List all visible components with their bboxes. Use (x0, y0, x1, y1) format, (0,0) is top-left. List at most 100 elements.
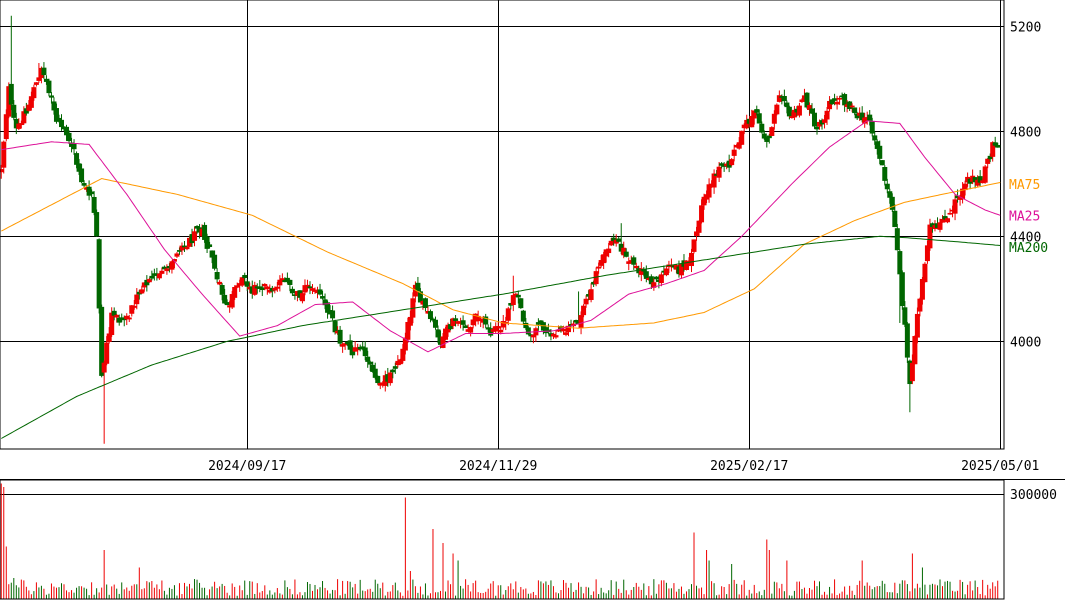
candle-body (299, 293, 305, 302)
candle-body (741, 124, 747, 129)
candle-body (352, 347, 358, 352)
candle-body (500, 321, 506, 328)
candle-body (834, 101, 840, 105)
candle-body (611, 237, 617, 242)
candle-body (71, 143, 77, 150)
candle-body (139, 289, 145, 294)
candle-body (929, 223, 935, 227)
candle-body (279, 278, 285, 282)
candle-body (987, 155, 993, 160)
candle-body (882, 167, 888, 181)
candle-body (269, 287, 275, 292)
candle-body (64, 126, 70, 136)
candle-body (450, 318, 456, 327)
candle-body (455, 321, 461, 324)
candle-body (651, 282, 657, 288)
candle-body (621, 247, 627, 256)
candle-body (237, 283, 243, 286)
candle-body (119, 317, 125, 321)
candle-body (864, 117, 870, 119)
candle-body (892, 210, 898, 228)
candle-body (292, 294, 298, 296)
candle-body (862, 117, 868, 124)
candle-body (302, 285, 308, 293)
candle-body (689, 252, 695, 267)
candle-body (69, 142, 75, 147)
candle-body (515, 294, 521, 298)
candle-body (583, 298, 589, 305)
candle-body (320, 296, 326, 299)
candle-body (219, 284, 225, 295)
ma-legend-labels: MA75 MA25 MA200 (1009, 178, 1048, 256)
candle-body (21, 111, 27, 124)
candle-body (171, 259, 177, 262)
candle-body (957, 196, 963, 200)
candle-body (8, 83, 14, 105)
candle-body (889, 196, 895, 210)
candle-body (46, 80, 52, 94)
candle-body (555, 329, 561, 332)
candle-body (769, 127, 775, 136)
volume-tick-label: 300000 (1010, 488, 1057, 503)
candle-body (192, 231, 198, 241)
candle-body (909, 362, 915, 382)
candle-body (202, 224, 208, 240)
candle-body (924, 245, 930, 262)
candle-body (372, 368, 378, 378)
candle-body (91, 196, 97, 213)
candle-body (535, 322, 541, 325)
date-tick-label: 2024/11/29 (459, 459, 537, 474)
candle-body (525, 327, 531, 335)
candle-body (877, 145, 883, 159)
candle-body (588, 289, 594, 300)
candle-body (673, 265, 679, 270)
candle-body (189, 234, 195, 244)
candle-body (952, 199, 958, 214)
candle-body (18, 123, 24, 126)
candle-body (312, 289, 318, 292)
volume-panel: 300000 (0, 479, 1057, 600)
candle-body (613, 239, 619, 244)
candle-body (847, 101, 853, 110)
candle-body (618, 243, 624, 252)
candle-body (749, 116, 755, 128)
candle-body (904, 323, 910, 358)
candle-body (513, 293, 519, 297)
candle-body (786, 106, 792, 117)
candle-body (779, 96, 785, 98)
candle-body (229, 294, 235, 308)
candle-body (420, 300, 426, 305)
candle-body (242, 274, 248, 279)
candle-body (505, 308, 511, 321)
candle-body (468, 327, 474, 333)
candle-body (656, 279, 662, 283)
candle-body (317, 289, 323, 295)
candle-body (711, 173, 717, 188)
candle-body (960, 188, 966, 200)
candle-body (716, 166, 722, 178)
candle-body (392, 366, 398, 369)
candle-body (508, 303, 514, 306)
candle-body (412, 284, 418, 297)
candle-body (460, 320, 466, 325)
candle-body (232, 287, 238, 298)
candle-body (894, 228, 900, 251)
candle-body (661, 270, 667, 273)
candle-body (591, 281, 597, 285)
candle-body (209, 250, 215, 258)
candle-body (174, 253, 180, 257)
candle-body (970, 175, 976, 182)
candle-body (66, 132, 72, 142)
candle-body (184, 246, 190, 250)
candle-body (914, 313, 920, 338)
candle-body (365, 356, 371, 362)
candle-body (950, 209, 956, 212)
candle-body (94, 212, 100, 237)
candle-body (975, 179, 981, 186)
candle-body (641, 268, 647, 272)
price-tick-label: 4800 (1010, 125, 1041, 140)
candle-body (849, 105, 855, 108)
candle-body (51, 101, 57, 111)
candle-body (415, 282, 421, 292)
candle-body (867, 114, 873, 121)
